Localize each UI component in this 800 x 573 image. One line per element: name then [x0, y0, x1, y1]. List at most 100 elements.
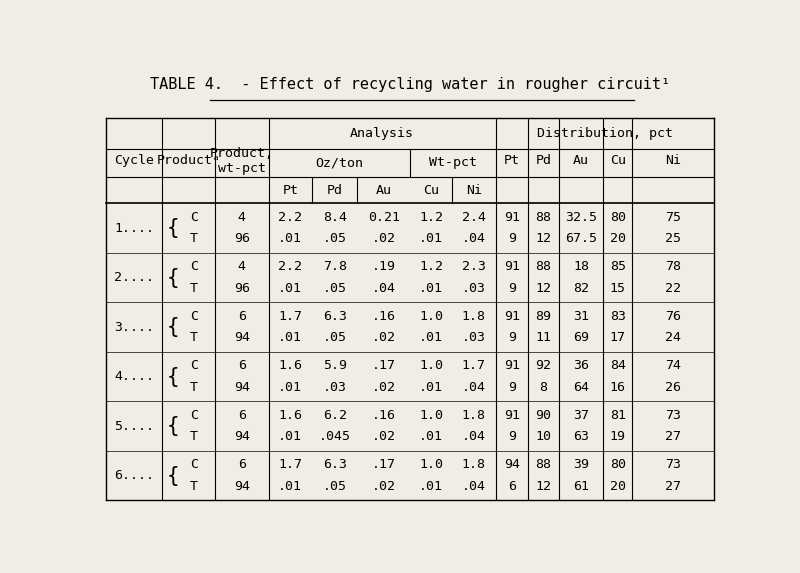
Text: Cu: Cu — [610, 154, 626, 167]
Text: 9: 9 — [508, 233, 516, 245]
Text: 73: 73 — [665, 409, 681, 422]
Text: 1.7: 1.7 — [462, 359, 486, 372]
Text: .02: .02 — [372, 480, 396, 493]
Text: 36: 36 — [573, 359, 589, 372]
Text: 67.5: 67.5 — [565, 233, 597, 245]
Text: .01: .01 — [278, 480, 302, 493]
Text: T: T — [190, 480, 198, 493]
Text: 8.4: 8.4 — [322, 211, 346, 223]
Text: C: C — [190, 409, 198, 422]
Text: .05: .05 — [322, 282, 346, 295]
Text: 1.6: 1.6 — [278, 359, 302, 372]
Text: 1....: 1.... — [114, 222, 154, 234]
Text: 5....: 5.... — [114, 419, 154, 433]
Text: 6: 6 — [238, 359, 246, 372]
Text: 9: 9 — [508, 282, 516, 295]
Text: .04: .04 — [462, 480, 486, 493]
Text: .02: .02 — [372, 381, 396, 394]
Text: 85: 85 — [610, 260, 626, 273]
Text: 82: 82 — [573, 282, 589, 295]
Text: 10: 10 — [535, 430, 551, 444]
Text: 88: 88 — [535, 260, 551, 273]
Text: 94: 94 — [234, 480, 250, 493]
Text: 80: 80 — [610, 458, 626, 471]
Text: 76: 76 — [665, 309, 681, 323]
Text: 1.7: 1.7 — [278, 309, 302, 323]
Text: Ni: Ni — [665, 154, 681, 167]
Text: 2.2: 2.2 — [278, 260, 302, 273]
Text: 2.3: 2.3 — [462, 260, 486, 273]
Text: C: C — [190, 359, 198, 372]
Text: 91: 91 — [504, 359, 520, 372]
Text: 74: 74 — [665, 359, 681, 372]
Text: Au: Au — [573, 154, 589, 167]
Text: 2.4: 2.4 — [462, 211, 486, 223]
Text: 4: 4 — [238, 211, 246, 223]
Text: 1.0: 1.0 — [419, 359, 443, 372]
Text: 88: 88 — [535, 458, 551, 471]
Text: 1.8: 1.8 — [462, 409, 486, 422]
Text: 27: 27 — [665, 480, 681, 493]
Text: C: C — [190, 458, 198, 471]
Text: 9: 9 — [508, 331, 516, 344]
Text: .01: .01 — [278, 282, 302, 295]
Text: 6: 6 — [238, 458, 246, 471]
Text: 24: 24 — [665, 331, 681, 344]
Text: 96: 96 — [234, 233, 250, 245]
Text: Wt-pct: Wt-pct — [429, 156, 477, 170]
Text: .05: .05 — [322, 331, 346, 344]
Text: C: C — [190, 309, 198, 323]
Text: .05: .05 — [322, 480, 346, 493]
Text: .02: .02 — [372, 430, 396, 444]
Text: .17: .17 — [372, 359, 396, 372]
Text: 1.2: 1.2 — [419, 211, 443, 223]
Text: .03: .03 — [322, 381, 346, 394]
Text: .19: .19 — [372, 260, 396, 273]
Text: 73: 73 — [665, 458, 681, 471]
Text: 22: 22 — [665, 282, 681, 295]
Text: 91: 91 — [504, 211, 520, 223]
Text: 6: 6 — [238, 309, 246, 323]
Text: .03: .03 — [462, 331, 486, 344]
Text: .01: .01 — [278, 331, 302, 344]
Text: Productᵃ: Productᵃ — [156, 154, 220, 167]
Text: Ni: Ni — [466, 183, 482, 197]
Text: 6.3: 6.3 — [322, 458, 346, 471]
Text: 63: 63 — [573, 430, 589, 444]
Text: .02: .02 — [372, 233, 396, 245]
Text: 8: 8 — [539, 381, 547, 394]
Text: 6....: 6.... — [114, 469, 154, 482]
Text: {: { — [167, 317, 179, 337]
Text: 16: 16 — [610, 381, 626, 394]
Text: 25: 25 — [665, 233, 681, 245]
Text: Pt: Pt — [504, 154, 520, 167]
Text: 94: 94 — [234, 381, 250, 394]
Text: 1.2: 1.2 — [419, 260, 443, 273]
Text: 32.5: 32.5 — [565, 211, 597, 223]
Text: .01: .01 — [419, 430, 443, 444]
Text: 1.7: 1.7 — [278, 458, 302, 471]
Text: 20: 20 — [610, 480, 626, 493]
Text: 78: 78 — [665, 260, 681, 273]
Text: Distribution, pct: Distribution, pct — [537, 127, 673, 140]
Text: 27: 27 — [665, 430, 681, 444]
Text: Au: Au — [376, 183, 392, 197]
Text: .03: .03 — [462, 282, 486, 295]
Text: 83: 83 — [610, 309, 626, 323]
Text: Cu: Cu — [423, 183, 439, 197]
Text: 31: 31 — [573, 309, 589, 323]
Text: .01: .01 — [419, 331, 443, 344]
Text: {: { — [167, 465, 179, 485]
Text: 61: 61 — [573, 480, 589, 493]
Text: .01: .01 — [419, 233, 443, 245]
Text: 1.0: 1.0 — [419, 409, 443, 422]
Text: 37: 37 — [573, 409, 589, 422]
Text: 91: 91 — [504, 260, 520, 273]
Text: 6: 6 — [238, 409, 246, 422]
Text: 84: 84 — [610, 359, 626, 372]
Text: 20: 20 — [610, 233, 626, 245]
Text: 1.6: 1.6 — [278, 409, 302, 422]
Text: TABLE 4.  - Effect of recycling water in rougher circuit¹: TABLE 4. - Effect of recycling water in … — [150, 77, 670, 92]
Text: Oz/ton: Oz/ton — [315, 156, 363, 170]
Text: Product,
wt-pct: Product, wt-pct — [210, 147, 274, 175]
